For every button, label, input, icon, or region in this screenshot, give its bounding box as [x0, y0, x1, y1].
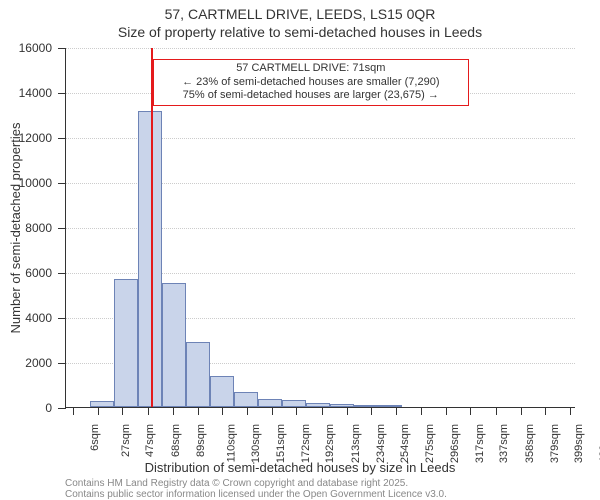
xtick: [122, 407, 123, 415]
annotation-line1: 57 CARTMELL DRIVE: 71sqm: [160, 62, 462, 76]
ytick-label: 4000: [25, 311, 52, 325]
xtick: [296, 407, 297, 415]
footer-line1: Contains HM Land Registry data © Crown c…: [65, 478, 447, 489]
ytick-label: 16000: [19, 41, 52, 55]
xtick: [470, 407, 471, 415]
xtick: [371, 407, 372, 415]
ytick: [58, 93, 66, 94]
xtick: [247, 407, 248, 415]
histogram-bar: [258, 399, 282, 407]
xtick-label: 399sqm: [573, 424, 585, 463]
ytick: [58, 363, 66, 364]
chart-title-line2: Size of property relative to semi-detach…: [0, 24, 600, 40]
histogram-bar: [234, 392, 258, 407]
histogram-bar: [306, 403, 330, 408]
xtick-label: 110sqm: [225, 424, 237, 462]
annotation-line3: 75% of semi-detached houses are larger (…: [160, 89, 462, 103]
histogram-bar: [114, 279, 138, 407]
plot-area: 57 CARTMELL DRIVE: 71sqm ← 23% of semi-d…: [65, 48, 575, 408]
xtick-label: 172sqm: [301, 424, 313, 463]
chart-title-line1: 57, CARTMELL DRIVE, LEEDS, LS15 0QR: [0, 6, 600, 22]
xtick: [222, 407, 223, 415]
xtick: [521, 407, 522, 415]
xtick-label: 213sqm: [350, 424, 362, 463]
xtick-label: 151sqm: [275, 424, 287, 463]
xtick: [272, 407, 273, 415]
y-axis-label: Number of semi-detached properties: [8, 123, 23, 334]
footer-line2: Contains public sector information licen…: [65, 489, 447, 500]
histogram-bar: [330, 404, 354, 407]
ytick-label: 10000: [19, 176, 52, 190]
annotation-line2: ← 23% of semi-detached houses are smalle…: [160, 76, 462, 90]
ytick: [58, 408, 66, 409]
gridline-h: [66, 48, 575, 49]
xtick: [545, 407, 546, 415]
xtick: [347, 407, 348, 415]
xtick-label: 379sqm: [549, 424, 561, 463]
xtick: [421, 407, 422, 415]
histogram-bar: [210, 376, 234, 408]
histogram-bar: [162, 283, 186, 407]
xtick: [570, 407, 571, 415]
xtick-label: 89sqm: [195, 424, 207, 457]
xtick-label: 337sqm: [499, 424, 511, 463]
chart-container: 57, CARTMELL DRIVE, LEEDS, LS15 0QR Size…: [0, 0, 600, 500]
xtick-label: 296sqm: [449, 424, 461, 463]
xtick-label: 6sqm: [89, 424, 101, 451]
xtick-label: 254sqm: [399, 424, 411, 463]
ytick: [58, 183, 66, 184]
ytick-label: 0: [45, 401, 52, 415]
xtick: [496, 407, 497, 415]
xtick: [148, 407, 149, 415]
histogram-bar: [282, 400, 306, 407]
annotation-box: 57 CARTMELL DRIVE: 71sqm ← 23% of semi-d…: [153, 59, 469, 106]
ytick-label: 14000: [19, 86, 52, 100]
ytick: [58, 273, 66, 274]
ytick: [58, 48, 66, 49]
xtick-label: 130sqm: [250, 424, 262, 463]
xtick: [322, 407, 323, 415]
xtick-label: 192sqm: [325, 424, 337, 463]
xtick-label: 68sqm: [170, 424, 182, 457]
ytick: [58, 228, 66, 229]
ytick-label: 12000: [19, 131, 52, 145]
histogram-bar: [186, 342, 210, 407]
xtick-label: 317sqm: [475, 424, 487, 463]
xtick-label: 47sqm: [144, 424, 156, 457]
histogram-bar: [354, 405, 378, 407]
footer-attribution: Contains HM Land Registry data © Crown c…: [65, 478, 447, 500]
xtick: [198, 407, 199, 415]
histogram-bar: [138, 111, 162, 407]
xtick-label: 234sqm: [375, 424, 387, 463]
xtick-label: 275sqm: [424, 424, 436, 463]
xtick: [173, 407, 174, 415]
xtick-label: 358sqm: [524, 424, 536, 463]
xtick: [446, 407, 447, 415]
xtick: [396, 407, 397, 415]
ytick: [58, 318, 66, 319]
ytick-label: 8000: [25, 221, 52, 235]
xtick-label: 27sqm: [120, 424, 132, 457]
histogram-bar: [90, 401, 114, 407]
ytick-label: 2000: [25, 356, 52, 370]
xtick: [98, 407, 99, 415]
histogram-bar: [378, 405, 402, 407]
ytick-label: 6000: [25, 266, 52, 280]
ytick: [58, 138, 66, 139]
xtick: [73, 407, 74, 415]
